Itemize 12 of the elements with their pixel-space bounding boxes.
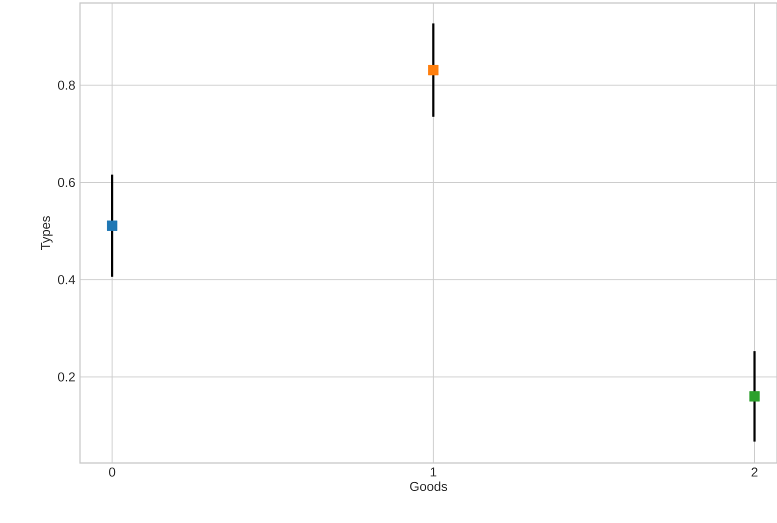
y-tick-label: 0.6: [58, 178, 75, 188]
x-tick-label: 2: [752, 468, 758, 477]
x-tick-label: 0: [109, 468, 116, 477]
y-tick-label: 0.2: [58, 372, 75, 382]
x-axis-title: Goods: [410, 482, 448, 492]
y-tick-label: 0.4: [58, 275, 76, 284]
point: [106, 220, 118, 231]
y-tick-label: 0.8: [58, 80, 75, 90]
y-axis-title: Types: [41, 216, 53, 250]
point: [749, 391, 760, 402]
x-tick-label: 1: [430, 468, 436, 476]
point: [428, 64, 439, 76]
